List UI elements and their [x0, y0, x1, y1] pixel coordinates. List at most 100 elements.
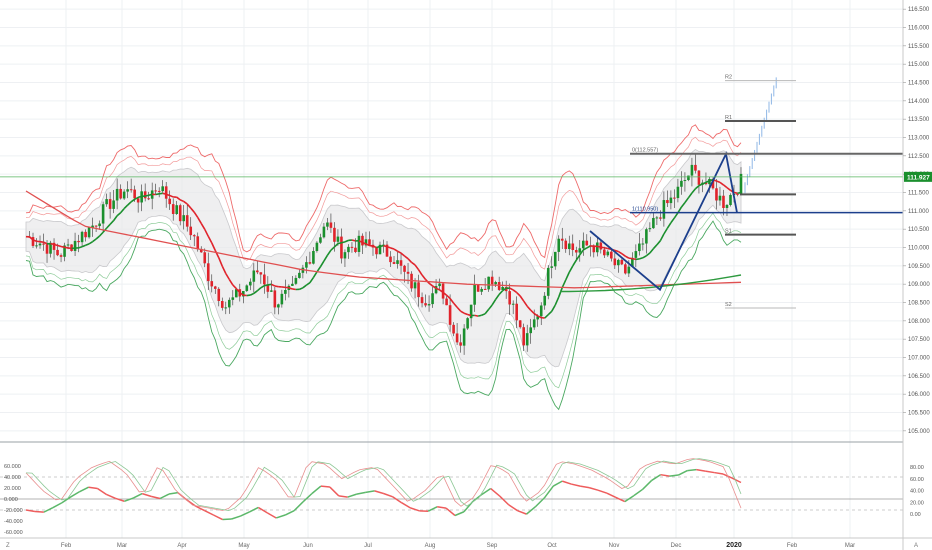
- candle-body: [539, 305, 543, 317]
- momentum-segment: [543, 485, 554, 499]
- candle-body: [143, 191, 147, 199]
- candle-body: [284, 290, 287, 294]
- candle-body: [364, 239, 368, 246]
- candle-body: [245, 285, 249, 292]
- momentum-segment: [731, 477, 742, 484]
- price-tick-label: 105.000: [908, 429, 930, 435]
- lower-band-outer: [25, 220, 742, 411]
- trend-line-segment: [579, 249, 584, 256]
- candle-body: [270, 290, 273, 292]
- trend-line-segment: [716, 180, 721, 184]
- candle-body: [294, 277, 298, 284]
- candle-body: [350, 246, 354, 248]
- momentum-segment: [445, 507, 456, 517]
- candle-body: [564, 240, 568, 250]
- momentum-segment: [150, 495, 161, 500]
- candle-body: [673, 197, 676, 199]
- momentum-segment: [642, 479, 653, 490]
- candle-body: [606, 251, 610, 256]
- trend-line-segment: [116, 212, 122, 217]
- candle-body: [115, 188, 119, 201]
- price-tick-label: 109.500: [908, 264, 930, 270]
- trend-line-segment: [207, 235, 213, 244]
- candle-body: [196, 236, 200, 249]
- candle-body: [101, 204, 105, 224]
- candle-body: [610, 251, 613, 259]
- trend-line-segment: [414, 264, 420, 271]
- candle-body: [178, 205, 182, 222]
- trend-line-segment: [53, 243, 58, 247]
- candle-body: [185, 215, 189, 227]
- price-tick-label: 107.500: [908, 337, 930, 343]
- trend-line-segment: [537, 315, 542, 319]
- last-price-badge: [904, 171, 932, 182]
- candle-body: [336, 236, 340, 242]
- trend-line-segment: [670, 217, 676, 224]
- trend-line-segment: [397, 250, 402, 254]
- trend-line-segment: [639, 257, 644, 260]
- candle-body: [694, 164, 697, 171]
- candle-body: [627, 266, 631, 274]
- upper-band: [25, 136, 742, 270]
- candle-body: [715, 188, 718, 201]
- candle-body: [340, 236, 343, 259]
- candle-body: [434, 286, 438, 294]
- trend-line-segment: [386, 245, 391, 249]
- abcd-pattern: [589, 77, 777, 292]
- candle-body: [312, 250, 315, 264]
- trend-line-segment: [463, 312, 468, 316]
- trend-line-segment: [488, 304, 493, 310]
- candle-body: [736, 193, 739, 195]
- trend-line-segment: [624, 255, 630, 259]
- trend-line-segment: [456, 306, 462, 312]
- candle-body: [631, 257, 634, 267]
- trend-line-segment: [481, 313, 486, 316]
- candle-body: [38, 243, 42, 246]
- trend-line-segment: [305, 282, 311, 286]
- momentum-segment: [678, 469, 688, 476]
- candle-body: [624, 264, 627, 274]
- candle-body: [234, 289, 238, 298]
- candle-body: [529, 327, 533, 334]
- price-tick-label: 116.500: [908, 7, 930, 13]
- candle-body: [473, 284, 476, 305]
- trend-line-segment: [572, 259, 577, 267]
- candle-body: [305, 262, 308, 268]
- candle-body: [525, 333, 529, 346]
- time-tick-label: Dec: [671, 543, 682, 549]
- trend-line-segment: [379, 244, 384, 248]
- trend-line-segment: [369, 244, 374, 247]
- lower-band: [25, 212, 742, 389]
- trend-line-segment: [709, 179, 714, 182]
- candle-body: [476, 284, 480, 292]
- candle-body: [210, 281, 214, 287]
- price-tick-label: 105.500: [908, 411, 930, 417]
- trend-line-segment: [575, 254, 581, 261]
- candle-body: [441, 283, 445, 299]
- candle-body: [729, 194, 732, 205]
- candle-body: [603, 249, 606, 256]
- price-tick-label: 106.000: [908, 392, 930, 398]
- candle-body: [634, 251, 638, 258]
- momentum-segment: [571, 483, 581, 487]
- trend-line-segment: [449, 298, 455, 304]
- trend-line-segment: [663, 227, 669, 235]
- trend-line-segment: [677, 206, 683, 214]
- price-tick-label: 109.000: [908, 282, 930, 288]
- trend-line-segment: [705, 179, 710, 184]
- trend-line-segment: [526, 305, 532, 311]
- trend-line-segment: [519, 295, 525, 302]
- momentum-segment: [437, 506, 447, 509]
- candle-body: [399, 260, 403, 266]
- trend-line-segment: [726, 186, 731, 191]
- candle-body: [199, 248, 203, 253]
- candle-body: [711, 178, 715, 189]
- candle-body: [171, 204, 175, 214]
- momentum-segment: [490, 487, 501, 497]
- trend-line-segment: [109, 220, 115, 225]
- trend-line-segment: [597, 245, 601, 248]
- momentum-segment: [70, 490, 81, 498]
- time-tick-label: Mar: [845, 543, 855, 549]
- moving-average-green: [560, 274, 742, 293]
